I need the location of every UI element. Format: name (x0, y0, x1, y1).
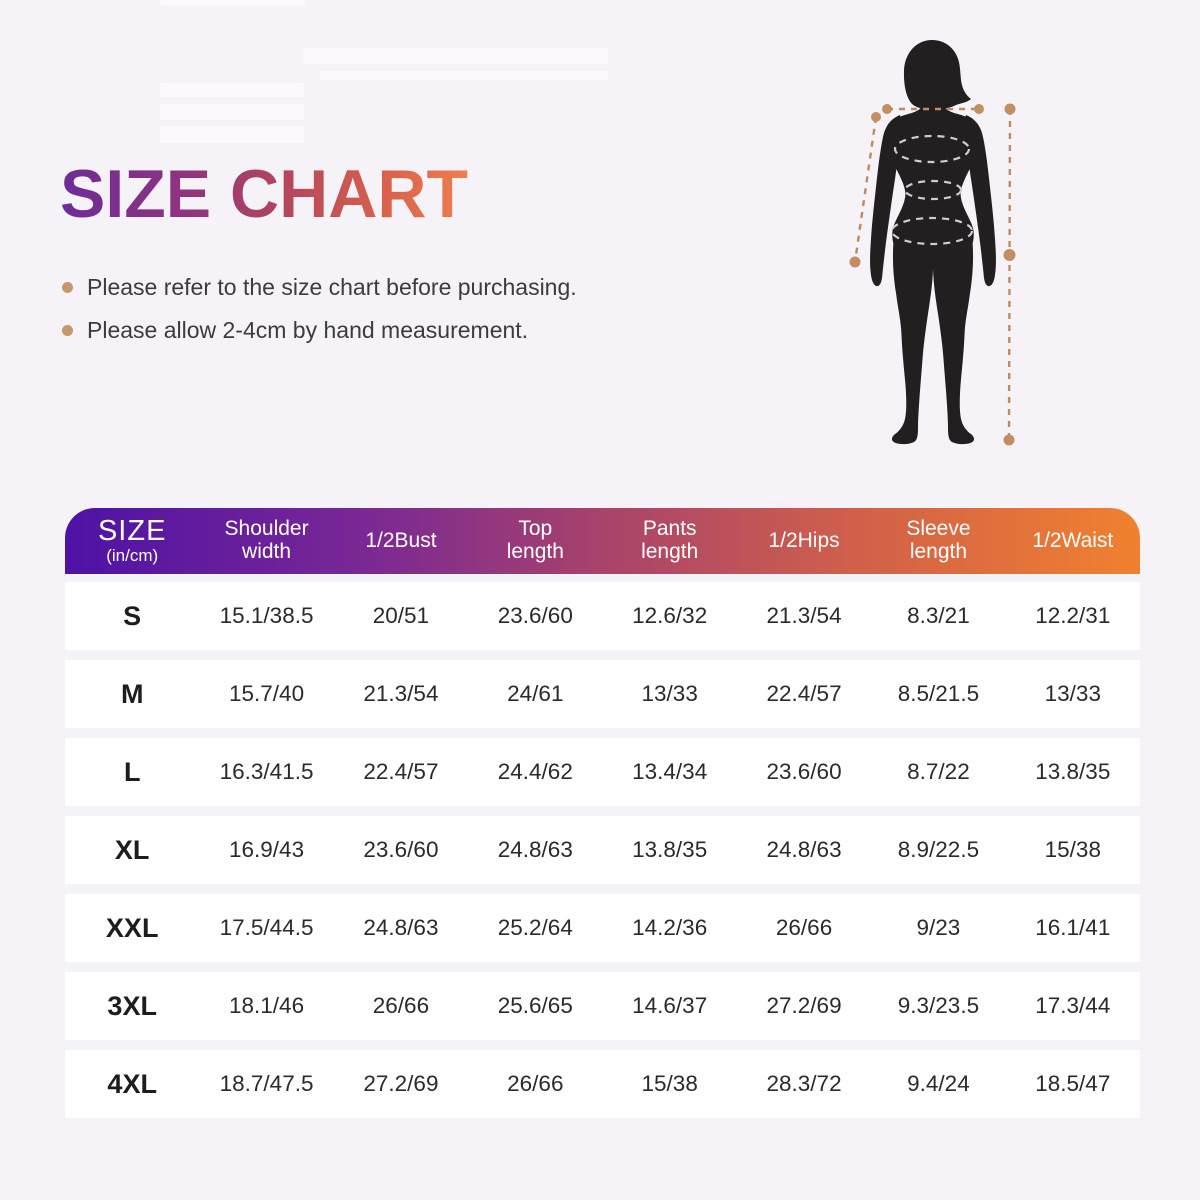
measurement-cell: 12.2/31 (1035, 603, 1111, 628)
decorative-bar (160, 0, 305, 6)
measurement-cell: 17.5/44.5 (219, 915, 314, 940)
table-row-m: M 15.7/40 21.3/54 24/61 13/33 22.4/57 8.5/21.5… (65, 660, 1140, 728)
measurement-cell: 24/61 (507, 681, 564, 706)
decorative-bar (303, 48, 608, 64)
decorative-bar (320, 71, 608, 80)
header-cell-size: SIZE (in/cm) (97, 515, 167, 566)
table-row-s: S 15.1/38.5 20/51 23.6/60 12.6/32 21.3/54 8.3/… (65, 582, 1140, 650)
note-text: Please allow 2-4cm by hand measurement. (87, 317, 529, 343)
decorative-bar (160, 126, 304, 143)
measurement-dots (849, 103, 1016, 446)
measurement-cell: 9.3/23.5 (897, 993, 980, 1018)
table-row-xxl: XXL 17.5/44.5 24.8/63 25.2/64 14.2/36 26/66 9/… (65, 894, 1140, 962)
measurement-cell: 25.6/65 (497, 993, 573, 1018)
note-item: Please allow 2-4cm by hand measurement. (62, 317, 577, 344)
measurement-cell: 23.6/60 (766, 759, 842, 784)
size-label: L (123, 756, 141, 787)
table-header-row: SIZE (in/cm) Shoulder width 1/2Bust Top length… (65, 508, 1140, 574)
decorative-bar (160, 104, 304, 120)
measurement-cell: 26/66 (372, 993, 430, 1018)
table-row-4xl: 4XL 18.7/47.5 27.2/69 26/66 15/38 28.3/72 9.4/… (65, 1050, 1140, 1118)
bullet-dot-icon (62, 325, 73, 336)
table-row-xl: XL 16.9/43 23.6/60 24.8/63 13.8/35 24.8/63 8.9… (65, 816, 1140, 884)
size-label: 3XL (107, 990, 157, 1021)
measurement-cell: 14.2/36 (632, 915, 708, 940)
page-title: SIZE CHART (60, 156, 468, 232)
measurement-cell: 24.4/62 (497, 759, 573, 784)
measurement-cell: 15/38 (1044, 837, 1101, 862)
measurement-cell: 8.9/22.5 (897, 837, 980, 862)
measurement-cell: 28.3/72 (766, 1071, 842, 1096)
measurement-ellipses (890, 134, 974, 246)
measurement-cell: 24.8/63 (497, 837, 573, 862)
measurement-cell: 15.1/38.5 (219, 603, 314, 628)
measurement-cell: 16.1/41 (1035, 915, 1111, 940)
measurement-cell: 27.2/69 (363, 1071, 439, 1096)
body-measurement-figure (830, 25, 1050, 465)
measurement-cell: 23.6/60 (497, 603, 573, 628)
size-label: XL (114, 834, 150, 865)
measurement-cell: 13.4/34 (632, 759, 708, 784)
measurement-cell: 26/66 (775, 915, 833, 940)
measurement-cell: 18.7/47.5 (219, 1071, 314, 1096)
measurement-cell: 25.2/64 (497, 915, 573, 940)
measurement-cell: 16.3/41.5 (219, 759, 314, 784)
size-label: S (123, 600, 142, 631)
measurement-cell: 21.3/54 (363, 681, 439, 706)
table-row-l: L 16.3/41.5 22.4/57 24.4/62 13.4/34 23.6/60 8.… (65, 738, 1140, 806)
note-item: Please refer to the size chart before pu… (62, 274, 577, 301)
measurement-cell: 8.5/21.5 (897, 681, 980, 706)
bullet-dot-icon (62, 282, 73, 293)
measurement-cell: 21.3/54 (766, 603, 842, 628)
size-label: 4XL (107, 1068, 157, 1099)
measurement-cell: 22.4/57 (363, 759, 439, 784)
measurement-cell: 27.2/69 (766, 993, 842, 1018)
measurement-cell: 15.7/40 (229, 681, 305, 706)
measurement-cell: 16.9/43 (229, 837, 305, 862)
header-cell-pants-length: Pants length (641, 517, 699, 563)
decorative-bar (160, 83, 304, 97)
measurement-cell: 8.3/21 (907, 603, 970, 628)
size-label: XXL (105, 912, 159, 943)
measurement-cell: 22.4/57 (766, 681, 842, 706)
measurement-cell: 15/38 (641, 1071, 698, 1096)
header-cell-top-length: Top length (506, 517, 564, 563)
measurement-cell: 24.8/63 (363, 915, 439, 940)
measurement-cell: 26/66 (507, 1071, 564, 1096)
measurement-cell: 24.8/63 (766, 837, 842, 862)
measurement-cell: 13.8/35 (632, 837, 708, 862)
header-cell-1-2waist: 1/2Waist (1032, 528, 1114, 552)
measurement-cell: 9.4/24 (907, 1071, 970, 1096)
note-text: Please refer to the size chart before pu… (87, 274, 577, 300)
female-silhouette-icon (849, 40, 1016, 446)
measurement-cell: 9/23 (916, 915, 961, 940)
table-row-3xl: 3XL 18.1/46 26/66 25.6/65 14.6/37 27.2/69 9.3/… (65, 972, 1140, 1040)
size-label: M (120, 678, 144, 709)
measurement-cell: 13/33 (1044, 681, 1101, 706)
notes-list: Please refer to the size chart before pu… (62, 274, 577, 360)
measurement-cell: 17.3/44 (1035, 993, 1111, 1018)
header-cell-1-2hips: 1/2Hips (768, 528, 840, 552)
measurement-cell: 13.8/35 (1035, 759, 1111, 784)
header-cell-1-2bust: 1/2Bust (365, 528, 437, 552)
measurement-cell: 13/33 (641, 681, 698, 706)
size-table: SIZE (in/cm) Shoulder width 1/2Bust Top length… (65, 508, 1140, 1118)
header-cell-sleeve-length: Sleeve length (906, 517, 971, 563)
measurement-cell: 23.6/60 (363, 837, 439, 862)
measurement-cell: 14.6/37 (632, 993, 708, 1018)
table-body: S 15.1/38.5 20/51 23.6/60 12.6/32 21.3/54 8.3/… (65, 582, 1140, 1118)
header-cell-shoulder-width: Shoulder width (224, 517, 309, 563)
measurement-lines (853, 107, 1012, 441)
measurement-cell: 18.5/47 (1035, 1071, 1111, 1096)
measurement-cell: 12.6/32 (632, 603, 708, 628)
measurement-cell: 8.7/22 (907, 759, 970, 784)
measurement-cell: 18.1/46 (229, 993, 305, 1018)
measurement-cell: 20/51 (372, 603, 430, 628)
